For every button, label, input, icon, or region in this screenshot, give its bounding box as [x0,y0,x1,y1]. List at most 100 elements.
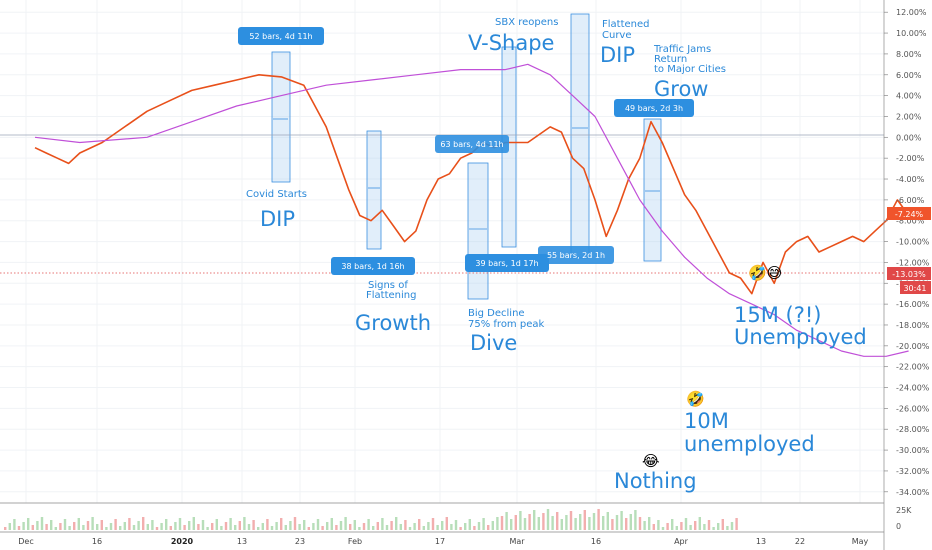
y-tick-label: -22.00% [896,363,930,372]
volume-layer [4,509,738,530]
volume-bar [13,519,16,530]
volume-bar [353,520,356,530]
y-tick-label: 8.00% [896,50,922,59]
flattening-label: Flattening [366,290,416,301]
volume-bar [528,514,531,530]
grid [0,0,884,503]
volume-bar [36,521,39,530]
sbx-reopens-label: SBX reopens [495,17,558,28]
traffic-line-1: Traffic Jams [653,44,711,55]
volume-bar [31,525,34,530]
y-tick-label: -24.00% [896,384,930,393]
volume-bar [556,512,559,530]
volume-bar [666,523,669,530]
volume-bar [569,511,573,530]
volume-tick-top: 25K [896,506,912,515]
volume-bar [565,515,568,530]
volume-bar [717,523,720,530]
volume-bar [519,511,522,530]
fifteen-m-label: 15M (?!) [734,303,821,327]
volume-bar [491,521,494,530]
volume-bar [648,517,651,530]
volume-bar [178,518,182,530]
x-tick-label: Dec [18,537,33,546]
volume-bar [620,511,623,530]
v-shape-label: V-Shape [468,31,554,55]
volume-bar [661,527,665,530]
volume-bar [321,526,324,530]
y-tick-label: 6.00% [896,71,922,80]
growth-label: Growth [355,311,431,335]
y-tick-label: 12.00% [896,8,927,17]
volume-bar [142,517,145,530]
volume-bar [45,524,48,530]
volume-bar [376,522,379,530]
y-tick-label: -2.00% [896,154,925,163]
volume-bar [523,518,527,530]
volume-bar [638,517,642,530]
plot-area [0,0,884,503]
volume-bar [597,509,600,530]
unemployed-b-label: unemployed [684,432,815,456]
box-vshape [435,135,509,153]
volume-bar [229,518,232,530]
x-tick-label: May [852,537,869,546]
volume-bar [408,527,412,530]
volume-bar [303,520,306,530]
volume-bar [592,513,596,530]
volume-bar [477,522,481,530]
flattened-label: Flattened [602,19,650,30]
volume-bar [510,519,513,530]
volume-bar [606,512,609,530]
volume-bar [123,522,126,530]
volume-bar [431,518,435,530]
volume-bar [8,523,11,530]
volume-bar [358,527,361,530]
volume-bar [197,524,200,530]
volume-bar [211,523,214,530]
volume-bar [643,521,646,530]
volume-bar [100,520,103,530]
y-tick-label: -8.00% [896,217,925,226]
volume-bar [390,521,393,530]
volume-bar [188,521,191,530]
volume-bar [427,522,430,530]
volume-bar [602,516,605,530]
volume-bar [270,526,274,530]
volume-bar [496,517,499,530]
volume-bar [542,513,545,530]
volume-bar [500,516,504,530]
volume-bar [487,525,490,530]
volume-bar [335,525,338,530]
ten-m-label: 10M [684,409,729,433]
volume-bar [261,523,264,530]
dip-1-label: DIP [260,207,295,231]
x-tick-label: 16 [591,537,601,546]
volume-bar [257,527,260,530]
series-layer [34,63,921,357]
y-tick-label: -32.00% [896,467,930,476]
volume-bar [684,518,688,530]
joy-emoji: 😂 [642,452,660,470]
grow-label: Grow [654,77,708,101]
volume-bar [132,525,136,530]
volume-bar [155,527,159,530]
volume-bar [252,520,255,530]
volume-bar [422,526,425,530]
x-tick-label: 2020 [171,537,194,546]
dive-label: Dive [470,331,517,355]
volume-bar [671,519,674,530]
unemployed-a-label: Unemployed [734,325,867,349]
volume-bar [399,524,402,530]
peak-pct-label: 75% from peak [468,319,544,330]
volume-bar [17,526,21,530]
volume-bar [588,517,591,530]
y-tick-label: -18.00% [896,321,930,330]
volume-tick-bottom: 0 [896,522,901,531]
y-tick-label: -34.00% [896,488,930,497]
y-tick-label: 2.00% [896,112,922,121]
volume-bar [105,527,108,530]
volume-bar [206,527,209,530]
volume-bar [220,526,223,530]
volume-bar [77,518,80,530]
